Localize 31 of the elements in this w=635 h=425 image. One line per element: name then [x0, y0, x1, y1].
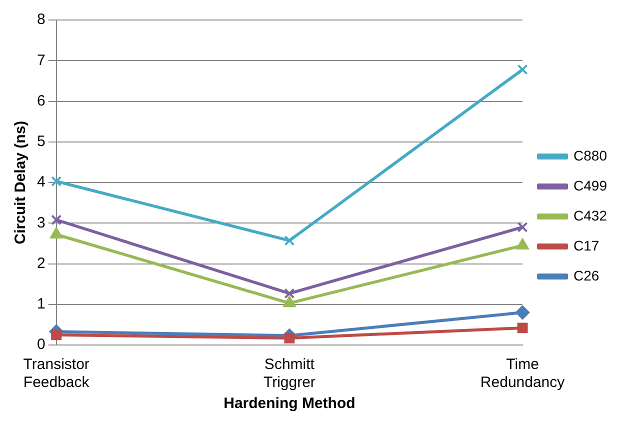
point: [284, 235, 295, 246]
y-tick-label: 6: [37, 92, 46, 110]
x-tick-label: Time Redundancy: [480, 356, 566, 392]
legend-label: C432: [574, 207, 608, 224]
point: [51, 214, 62, 226]
legend-label: C499: [574, 177, 608, 194]
legend-label: C17: [574, 237, 600, 254]
x-axis-title: Hardening Method: [224, 395, 356, 412]
y-tick-label: 7: [37, 52, 46, 69]
y-tick-label: 4: [37, 174, 46, 191]
x-tick-label: Schmitt Triggrer: [263, 356, 316, 392]
point: [517, 222, 528, 232]
point: [516, 306, 530, 320]
point: [284, 288, 295, 299]
legend-label: C26: [574, 267, 600, 284]
point: [517, 322, 528, 334]
y-tick-label: 2: [37, 254, 46, 272]
y-tick-label: 3: [37, 214, 46, 232]
y-axis-title: Circuit Delay (ns): [12, 120, 30, 244]
x-tick-label: Transistor Feedback: [23, 356, 90, 392]
point: [51, 176, 62, 187]
y-tick-label: 0: [37, 336, 46, 354]
y-tick-label: 1: [37, 296, 46, 313]
y-tick-label: 8: [37, 11, 46, 28]
point: [284, 332, 295, 344]
point: [50, 228, 63, 238]
point: [283, 296, 296, 308]
legend-label: C880: [574, 147, 608, 164]
point: [517, 64, 528, 75]
point: [51, 330, 62, 340]
y-tick-label: 5: [37, 133, 46, 150]
